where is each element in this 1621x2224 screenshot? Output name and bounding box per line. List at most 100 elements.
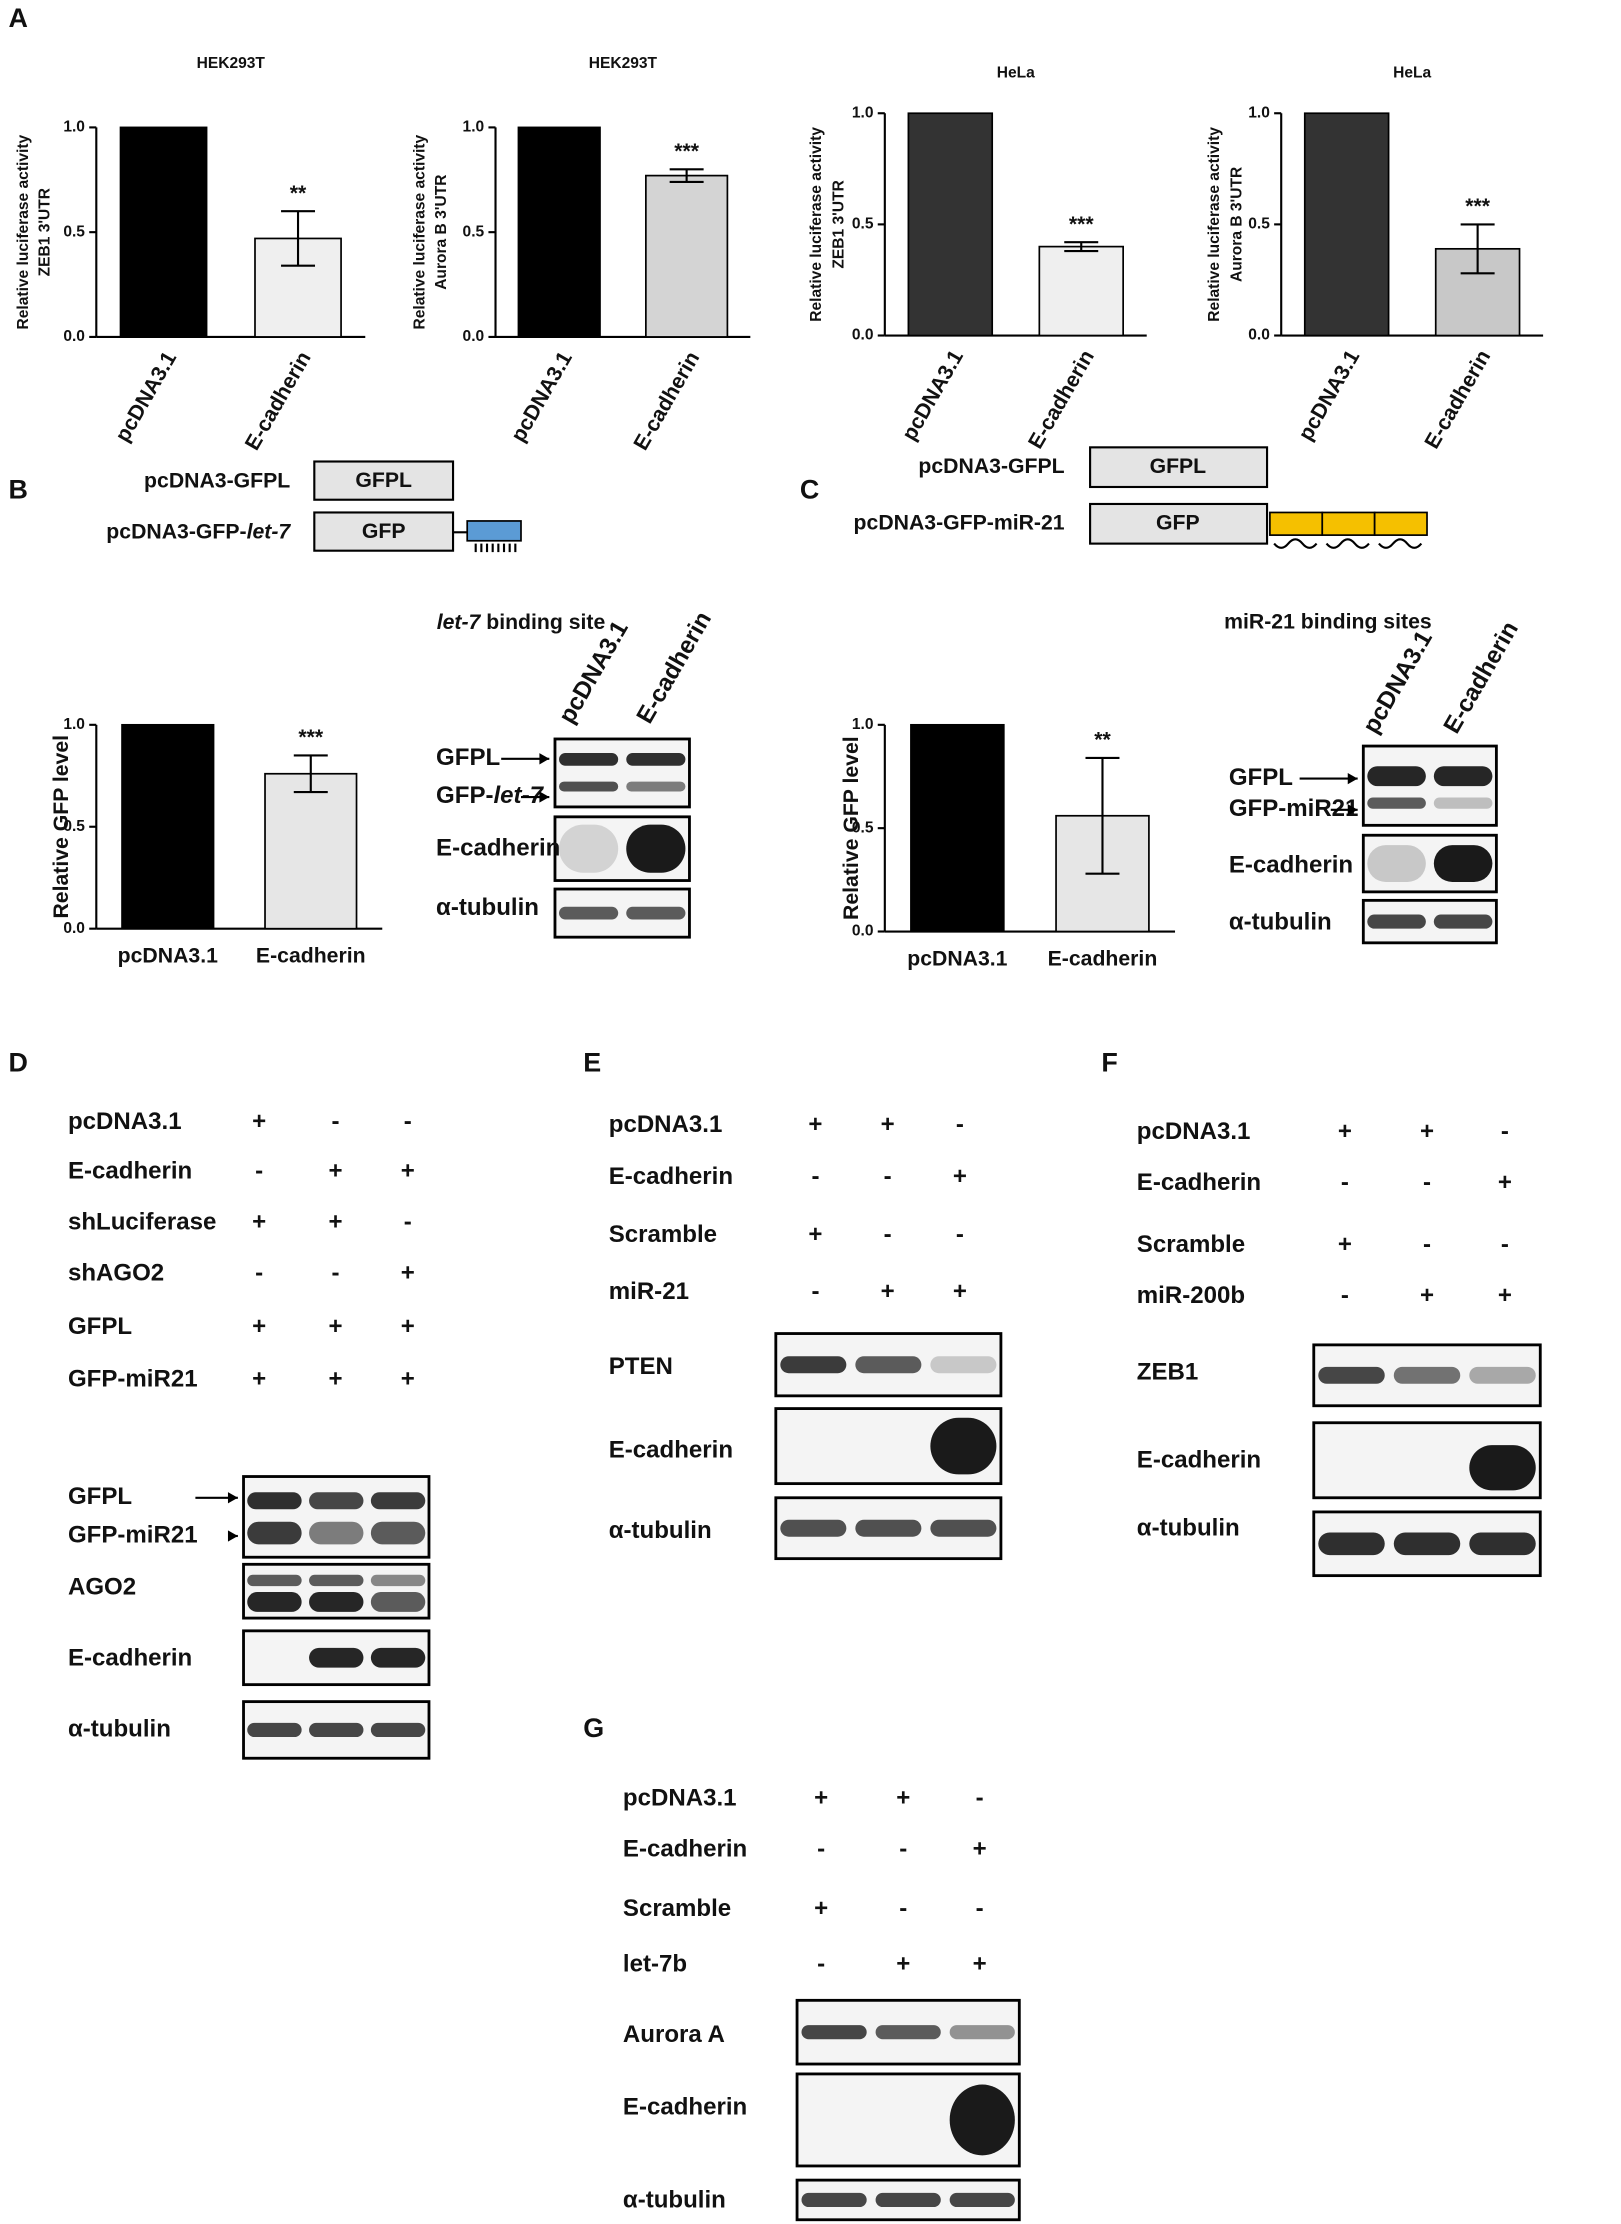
- blot-frame: [1361, 833, 1498, 894]
- blot-band: [309, 1722, 364, 1738]
- y-tick-label: 0.5: [63, 223, 85, 240]
- mirna: [1273, 538, 1318, 549]
- condition-label: shAGO2: [68, 1259, 164, 1286]
- condition-sign: +: [329, 1158, 343, 1185]
- blot-label: ZEB1: [1137, 1359, 1198, 1386]
- blot-band: [1393, 1532, 1461, 1556]
- blot-label: PTEN: [609, 1353, 673, 1380]
- blot-band: [1469, 1445, 1536, 1491]
- condition-sign: -: [899, 1836, 907, 1863]
- construct-label: pcDNA3-GFP-miR-21: [854, 511, 1065, 534]
- blot-label: GFPL: [436, 744, 500, 771]
- site-label: miR-21 binding sites: [1224, 610, 1432, 633]
- y-tick-label: 0.5: [463, 223, 485, 240]
- binding-site: [1373, 511, 1428, 536]
- binding-site: [1269, 511, 1324, 536]
- condition-label: E-cadherin: [68, 1158, 192, 1185]
- blot-label: GFPL: [68, 1483, 132, 1510]
- condition-sign: -: [404, 1108, 412, 1135]
- construct-box: [1089, 502, 1269, 545]
- blot-label: α-tubulin: [68, 1715, 171, 1742]
- panel-label: D: [9, 1048, 28, 1078]
- construct-label-part: pcDNA3-GFP-: [106, 520, 246, 543]
- condition-sign: -: [1423, 1231, 1431, 1258]
- blot-band: [1433, 845, 1493, 882]
- arrow-head: [1347, 772, 1358, 785]
- blot-band: [949, 2192, 1015, 2208]
- blot-band: [780, 1519, 847, 1537]
- condition-sign: +: [953, 1278, 967, 1305]
- blot-band: [1433, 914, 1493, 929]
- binding-site: [466, 520, 522, 542]
- condition-sign: +: [808, 1111, 822, 1138]
- blot-band: [1367, 914, 1426, 929]
- blot-label: α-tubulin: [1137, 1514, 1240, 1541]
- blot-label-part: GFP-: [436, 782, 493, 809]
- construct-box: [313, 511, 455, 552]
- condition-sign: +: [896, 1950, 910, 1977]
- lane-label: E-cadherin: [1438, 617, 1524, 738]
- y-axis-label: Relative luciferase activity: [412, 135, 429, 330]
- condition-sign: -: [884, 1221, 892, 1248]
- blot-band: [247, 1722, 302, 1738]
- blot-band: [780, 1356, 847, 1374]
- blot-label: α-tubulin: [623, 2187, 726, 2214]
- blot-band: [801, 2025, 867, 2040]
- x-tick-label: E-cadherin: [630, 348, 705, 454]
- blot-band: [875, 2192, 941, 2208]
- blot-band: [370, 1647, 426, 1668]
- construct-label-part: pcDNA3-GFPL: [144, 469, 290, 492]
- condition-sign: +: [1498, 1282, 1512, 1309]
- blot-band: [309, 1574, 364, 1587]
- x-tick-label: E-cadherin: [1421, 346, 1496, 452]
- condition-sign: +: [401, 1259, 415, 1286]
- blot-band: [559, 906, 619, 920]
- x-tick-label: E-cadherin: [1048, 947, 1158, 970]
- panel-label: C: [800, 474, 819, 504]
- condition-sign: +: [329, 1366, 343, 1393]
- site-label-part: let-7: [437, 610, 482, 633]
- significance: ***: [1069, 213, 1095, 236]
- chart-title: HEK293T: [197, 55, 266, 72]
- significance: ***: [1465, 195, 1491, 218]
- blot-frame: [553, 737, 691, 809]
- condition-sign: -: [817, 1950, 825, 1977]
- panel-label: F: [1101, 1048, 1117, 1078]
- blot-band: [1367, 797, 1426, 809]
- construct-box-label: GFP: [1156, 511, 1200, 534]
- blot-band: [1367, 845, 1426, 882]
- y-tick-label: 1.0: [463, 119, 485, 136]
- bar: [1303, 112, 1390, 337]
- blot-label: E-cadherin: [609, 1436, 733, 1463]
- condition-label: let-7b: [623, 1950, 687, 1977]
- blot-band: [370, 1592, 426, 1612]
- blot-band: [626, 906, 686, 920]
- condition-label: pcDNA3.1: [609, 1111, 723, 1138]
- x-tick-label: E-cadherin: [256, 945, 366, 968]
- blot-frame: [242, 1475, 431, 1559]
- y-tick-label: 0.0: [63, 920, 85, 937]
- y-axis-label: Relative luciferase activity: [1206, 127, 1223, 322]
- condition-sign: +: [252, 1313, 266, 1340]
- y-tick-label: 0.5: [63, 818, 85, 835]
- y-tick-label: 0.0: [852, 923, 874, 940]
- condition-sign: -: [884, 1163, 892, 1190]
- condition-sign: +: [973, 1836, 987, 1863]
- construct-box-label: GFPL: [1150, 455, 1207, 478]
- blot-band: [247, 1521, 302, 1545]
- blot-band: [309, 1521, 364, 1545]
- condition-sign: +: [1420, 1282, 1434, 1309]
- condition-sign: -: [811, 1163, 819, 1190]
- x-tick-label: pcDNA3.1: [898, 346, 968, 444]
- condition-sign: +: [953, 1163, 967, 1190]
- x-tick-label: E-cadherin: [241, 348, 316, 454]
- blot-band: [309, 1492, 364, 1510]
- y-axis-label: ZEB1 3'UTR: [831, 180, 848, 268]
- blot-label: GFP-miR21: [68, 1521, 198, 1548]
- panel-label: E: [583, 1048, 601, 1078]
- condition-sign: -: [404, 1208, 412, 1235]
- blot-label: Aurora A: [623, 2021, 725, 2048]
- blot-band: [949, 2084, 1015, 2156]
- blot-band: [1469, 1532, 1536, 1556]
- condition-sign: +: [808, 1221, 822, 1248]
